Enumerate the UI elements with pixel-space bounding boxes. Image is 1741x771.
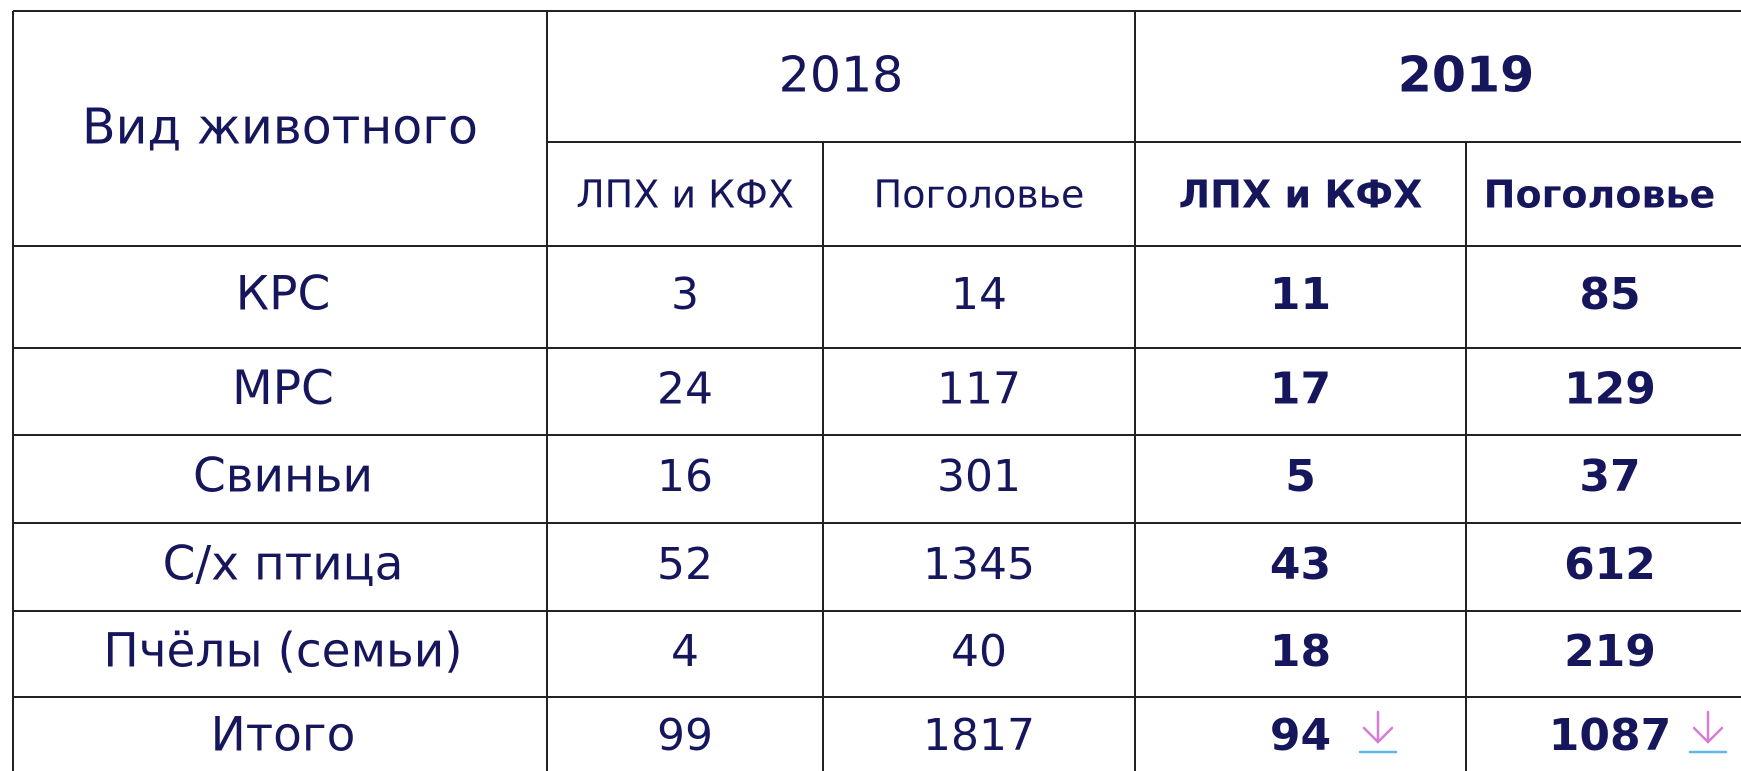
cell: 5 xyxy=(1285,451,1316,502)
download-icon xyxy=(1688,710,1728,754)
cell: 16 xyxy=(657,451,713,502)
row-label: С/х птица xyxy=(163,537,404,592)
year: 2019 xyxy=(1398,47,1534,104)
subheader: Поголовье xyxy=(1484,173,1716,217)
cell: 17 xyxy=(1270,364,1331,415)
cell: 219 xyxy=(1564,626,1656,677)
cell: 129 xyxy=(1564,364,1656,415)
cell: 94 xyxy=(1270,710,1331,761)
cell: 301 xyxy=(937,451,1021,502)
cell: 11 xyxy=(1270,269,1331,320)
row-label: Свиньи xyxy=(193,449,373,504)
cell: 37 xyxy=(1579,451,1640,502)
row-label: Пчёлы (семьи) xyxy=(103,624,462,679)
cell: 99 xyxy=(657,710,713,761)
cell: 85 xyxy=(1579,269,1640,320)
subheader: ЛПХ и КФХ xyxy=(1179,173,1423,217)
download-icon xyxy=(1358,710,1398,754)
cell: 117 xyxy=(937,364,1021,415)
cell: 1087 xyxy=(1549,710,1671,761)
subheader: Поголовье xyxy=(874,173,1085,217)
row-label: МРС xyxy=(232,361,334,416)
year: 2018 xyxy=(779,47,904,104)
cell: 14 xyxy=(951,269,1007,320)
cell: 24 xyxy=(657,364,713,415)
row-label: Итого xyxy=(211,708,356,763)
cell: 18 xyxy=(1270,626,1331,677)
header-label: Вид животного xyxy=(82,99,478,156)
cell: 3 xyxy=(671,269,699,320)
cell: 612 xyxy=(1564,539,1656,590)
cell: 43 xyxy=(1270,539,1331,590)
cell: 4 xyxy=(671,626,699,677)
cell: 1817 xyxy=(923,710,1035,761)
cell: 1345 xyxy=(923,539,1035,590)
subheader: ЛПХ и КФХ xyxy=(576,173,794,217)
cell: 52 xyxy=(657,539,713,590)
cell: 40 xyxy=(951,626,1007,677)
row-label: КРС xyxy=(236,267,331,322)
